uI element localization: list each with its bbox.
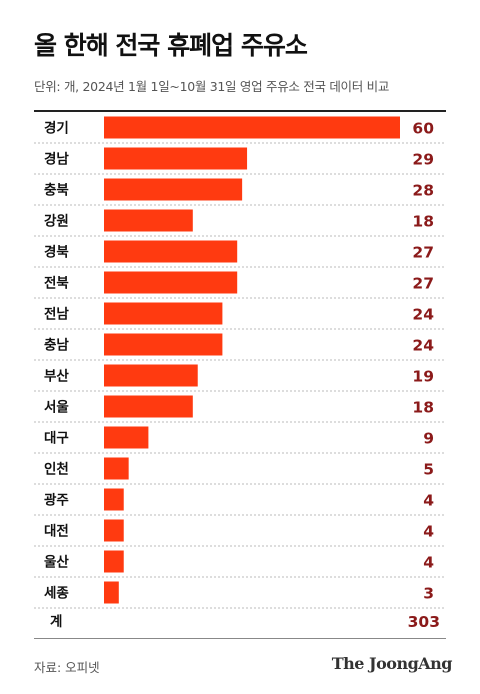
top-rule — [34, 110, 446, 112]
chart-title: 올 한해 전국 휴폐업 주유소 — [34, 31, 308, 60]
bar — [104, 395, 193, 418]
bar — [104, 271, 238, 294]
publisher-logo: The JoongAng — [331, 654, 453, 673]
category-label: 세종 — [44, 586, 69, 602]
bar — [104, 178, 243, 201]
bar — [104, 240, 238, 263]
bar — [104, 550, 124, 573]
bar — [104, 147, 248, 170]
bar — [104, 581, 119, 604]
value-label: 24 — [412, 337, 434, 355]
bar — [104, 302, 223, 325]
category-label: 경기 — [44, 120, 69, 137]
chart-subtitle: 단위: 개, 2024년 1월 1일~10월 31일 영업 주유소 전국 데이터… — [34, 79, 390, 94]
bar — [104, 116, 400, 139]
value-label: 5 — [423, 461, 434, 479]
value-label: 27 — [412, 275, 434, 293]
category-label: 울산 — [44, 554, 69, 571]
value-label: 4 — [423, 523, 434, 541]
value-label: 27 — [412, 244, 434, 262]
category-label: 전북 — [44, 275, 69, 292]
bar — [104, 333, 223, 356]
category-label: 전남 — [44, 306, 69, 323]
category-label: 충남 — [44, 337, 69, 354]
category-label: 경북 — [44, 244, 69, 261]
total-value: 303 — [408, 613, 440, 631]
value-label: 28 — [412, 182, 434, 200]
category-label: 강원 — [44, 213, 69, 230]
value-label: 18 — [412, 399, 434, 417]
value-label: 4 — [423, 492, 434, 510]
value-label: 18 — [412, 213, 434, 231]
value-label: 3 — [423, 585, 434, 603]
bar — [104, 364, 198, 387]
bar — [104, 209, 193, 232]
source-note: 자료: 오피넷 — [34, 660, 100, 675]
bar — [104, 426, 149, 449]
bar — [104, 488, 124, 511]
value-label: 29 — [412, 151, 434, 169]
bar — [104, 457, 129, 480]
category-label: 인천 — [44, 461, 69, 478]
category-label: 부산 — [44, 368, 69, 385]
total-label: 계 — [50, 614, 62, 630]
value-label: 19 — [412, 368, 434, 386]
category-label: 대구 — [44, 431, 69, 447]
category-label: 대전 — [44, 523, 69, 540]
value-label: 9 — [423, 430, 434, 448]
category-label: 광주 — [44, 492, 69, 509]
category-label: 경남 — [44, 151, 69, 168]
value-label: 60 — [412, 120, 434, 138]
value-label: 24 — [412, 306, 434, 324]
category-label: 충북 — [44, 183, 69, 199]
category-label: 서울 — [44, 399, 69, 416]
bottom-rule — [34, 638, 446, 639]
value-label: 4 — [423, 554, 434, 572]
bar — [104, 519, 124, 542]
